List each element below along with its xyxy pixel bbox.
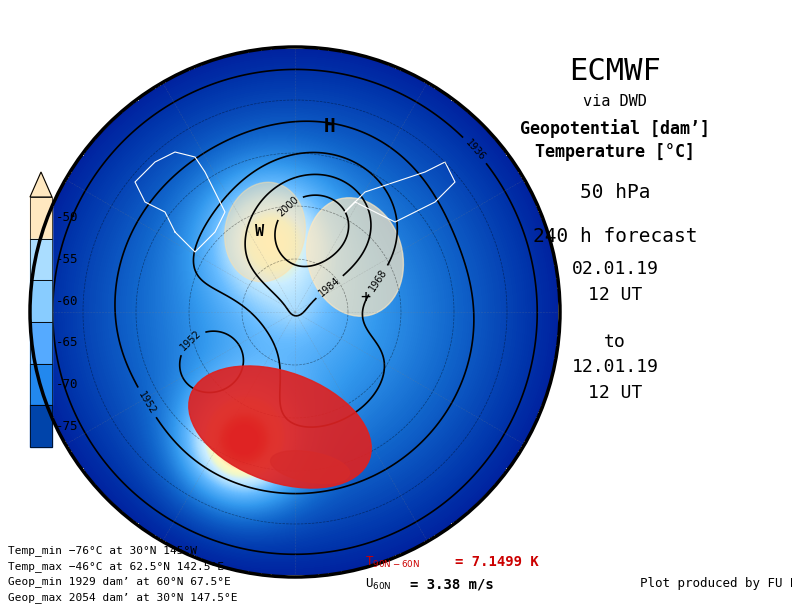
Text: Plot produced by FU Berlin: Plot produced by FU Berlin — [640, 578, 792, 591]
Text: 02.01.19
12 UT: 02.01.19 12 UT — [572, 261, 658, 304]
Text: +: + — [360, 288, 370, 306]
Text: -75: -75 — [56, 420, 78, 433]
Text: -50: -50 — [56, 211, 78, 225]
Ellipse shape — [188, 366, 371, 488]
Ellipse shape — [225, 182, 306, 282]
Text: W: W — [256, 225, 265, 239]
Text: = 3.38 m/s: = 3.38 m/s — [410, 577, 493, 591]
Bar — [30, 197, 52, 239]
Text: 1936: 1936 — [463, 138, 487, 162]
Bar — [30, 322, 52, 364]
Text: 1968: 1968 — [367, 267, 390, 293]
Bar — [30, 364, 52, 405]
Text: ECMWF: ECMWF — [569, 58, 661, 86]
Bar — [30, 322, 52, 364]
Text: 2000: 2000 — [276, 194, 300, 218]
Text: = 7.1499 K: = 7.1499 K — [455, 555, 539, 569]
Text: 1984: 1984 — [317, 275, 342, 299]
Text: U$_{\rm 60N}$: U$_{\rm 60N}$ — [365, 577, 391, 592]
Text: Temperature [°C]: Temperature [°C] — [535, 143, 695, 161]
Bar — [30, 405, 52, 447]
Bar — [30, 364, 52, 405]
Text: 12.01.19
12 UT: 12.01.19 12 UT — [572, 359, 658, 401]
Text: 240 h forecast: 240 h forecast — [533, 228, 697, 247]
Text: 50 hPa: 50 hPa — [580, 182, 650, 201]
Text: -55: -55 — [56, 253, 78, 266]
Text: Geopotential [dam’]: Geopotential [dam’] — [520, 119, 710, 138]
Bar — [30, 239, 52, 280]
Text: via DWD: via DWD — [583, 94, 647, 110]
Polygon shape — [30, 172, 52, 197]
Ellipse shape — [307, 198, 403, 316]
Text: 1952: 1952 — [178, 329, 203, 353]
Text: -65: -65 — [56, 337, 78, 349]
Text: -60: -60 — [56, 294, 78, 308]
Text: H: H — [324, 118, 336, 136]
Bar — [30, 239, 52, 280]
Text: to: to — [604, 333, 626, 351]
Bar — [30, 197, 52, 239]
Bar — [30, 280, 52, 322]
Text: Temp_min −76°C at 30°N 145°W
Temp_max −46°C at 62.5°N 142.5°E
Geop_min 1929 dam’: Temp_min −76°C at 30°N 145°W Temp_max −4… — [8, 545, 238, 603]
Text: T$_{\rm 90N-60N}$: T$_{\rm 90N-60N}$ — [365, 554, 420, 570]
Text: -70: -70 — [56, 378, 78, 391]
Bar — [30, 280, 52, 322]
Text: 1952: 1952 — [136, 389, 158, 416]
Bar — [30, 405, 52, 447]
Ellipse shape — [271, 450, 349, 483]
